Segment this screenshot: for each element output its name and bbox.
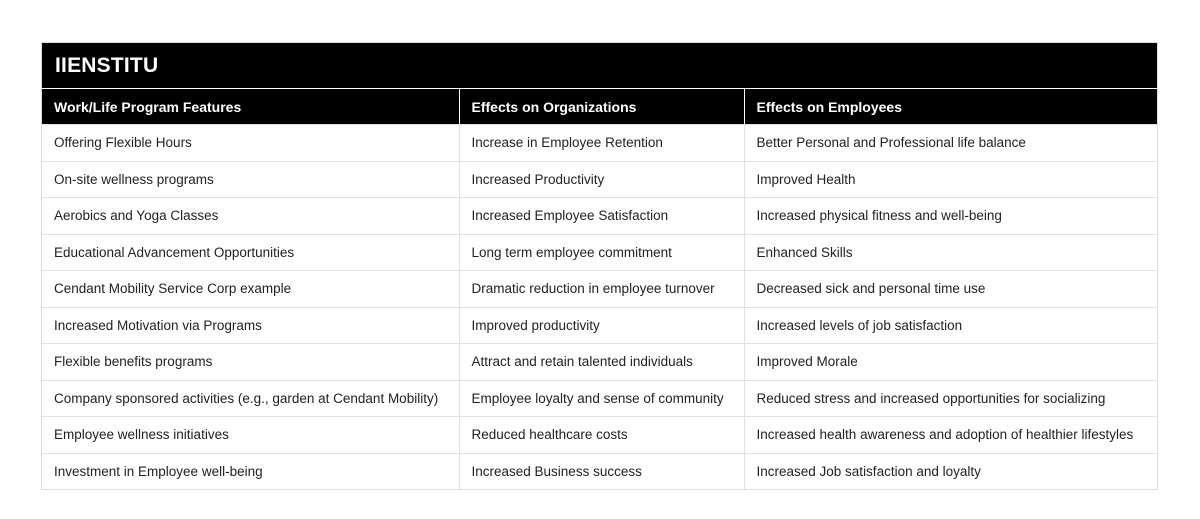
cell-feature: Increased Motivation via Programs	[42, 306, 460, 344]
cell-employee-effect: Increased health awareness and adoption …	[744, 416, 1157, 453]
cell-employee-effect: Increased levels of job satisfaction	[744, 306, 1157, 344]
cell-organization-effect: Increase in Employee Retention	[459, 124, 745, 161]
cell-feature: Company sponsored activities (e.g., gard…	[42, 379, 460, 417]
cell-employee-effect: Decreased sick and personal time use	[744, 270, 1157, 307]
cell-feature: Employee wellness initiatives	[42, 416, 460, 453]
data-table: Work/Life Program Features Effects on Or…	[42, 88, 1157, 489]
cell-organization-effect: Employee loyalty and sense of community	[459, 379, 745, 417]
table-row: Offering Flexible Hours Increase in Empl…	[42, 124, 1157, 161]
table-row: On-site wellness programs Increased Prod…	[42, 160, 1157, 198]
cell-employee-effect: Reduced stress and increased opportuniti…	[744, 379, 1157, 417]
table-row: Cendant Mobility Service Corp example Dr…	[42, 270, 1157, 307]
cell-employee-effect: Better Personal and Professional life ba…	[744, 124, 1157, 161]
cell-employee-effect: Increased physical fitness and well-bein…	[744, 197, 1157, 234]
column-header-features: Work/Life Program Features	[42, 88, 460, 125]
cell-feature: Educational Advancement Opportunities	[42, 233, 460, 271]
cell-organization-effect: Increased Employee Satisfaction	[459, 197, 745, 234]
column-header-organizations: Effects on Organizations	[459, 88, 745, 125]
table-row: Increased Motivation via Programs Improv…	[42, 306, 1157, 344]
table-title: IIENSTITU	[42, 43, 1157, 88]
cell-feature: Investment in Employee well-being	[42, 452, 460, 489]
cell-feature: Flexible benefits programs	[42, 343, 460, 380]
cell-employee-effect: Improved Health	[744, 160, 1157, 198]
cell-organization-effect: Reduced healthcare costs	[459, 416, 745, 453]
cell-feature: Cendant Mobility Service Corp example	[42, 270, 460, 307]
cell-organization-effect: Improved productivity	[459, 306, 745, 344]
table-container: IIENSTITU Work/Life Program Features Eff…	[41, 42, 1158, 490]
cell-organization-effect: Increased Business success	[459, 452, 745, 489]
table-row: Company sponsored activities (e.g., gard…	[42, 379, 1157, 417]
table-row: Employee wellness initiatives Reduced he…	[42, 416, 1157, 453]
cell-organization-effect: Dramatic reduction in employee turnover	[459, 270, 745, 307]
cell-organization-effect: Attract and retain talented individuals	[459, 343, 745, 380]
column-header-employees: Effects on Employees	[744, 88, 1157, 125]
cell-feature: Offering Flexible Hours	[42, 124, 460, 161]
cell-organization-effect: Long term employee commitment	[459, 233, 745, 271]
table-row: Educational Advancement Opportunities Lo…	[42, 233, 1157, 271]
table-row: Investment in Employee well-being Increa…	[42, 452, 1157, 489]
cell-feature: Aerobics and Yoga Classes	[42, 197, 460, 234]
table-row: Flexible benefits programs Attract and r…	[42, 343, 1157, 380]
header-row: Work/Life Program Features Effects on Or…	[42, 88, 1157, 125]
cell-organization-effect: Increased Productivity	[459, 160, 745, 198]
table-row: Aerobics and Yoga Classes Increased Empl…	[42, 197, 1157, 234]
cell-employee-effect: Enhanced Skills	[744, 233, 1157, 271]
cell-employee-effect: Increased Job satisfaction and loyalty	[744, 452, 1157, 489]
cell-employee-effect: Improved Morale	[744, 343, 1157, 380]
cell-feature: On-site wellness programs	[42, 160, 460, 198]
